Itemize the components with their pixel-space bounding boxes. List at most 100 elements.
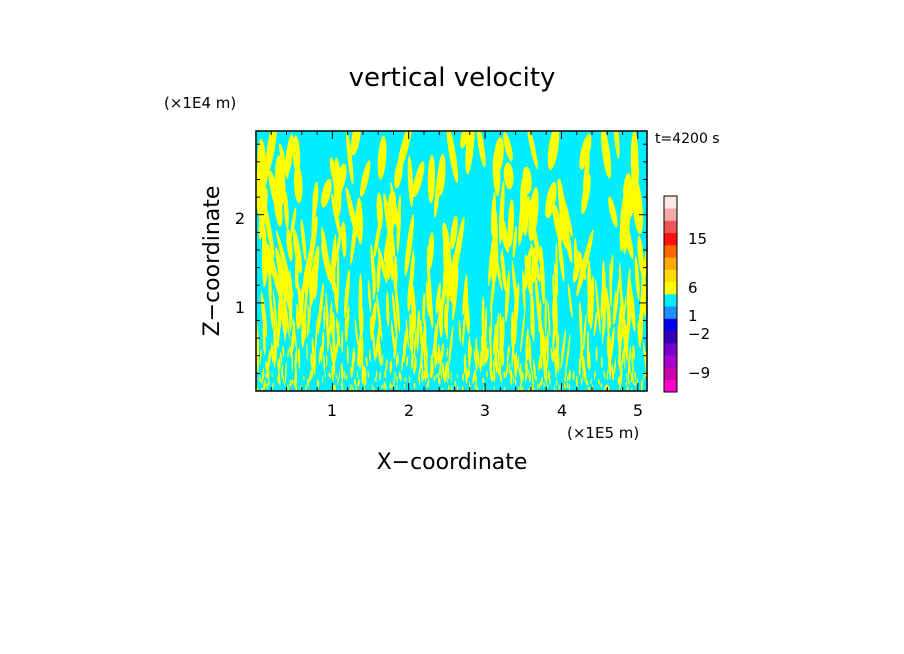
updraft-streak	[404, 377, 407, 382]
updraft-streak	[433, 375, 436, 381]
updraft-streak	[584, 364, 587, 386]
updraft-streak	[605, 286, 611, 329]
updraft-streak	[293, 379, 296, 387]
updraft-streak	[385, 358, 388, 372]
updraft-streak	[396, 384, 398, 391]
updraft-streak	[500, 252, 506, 291]
updraft-streak	[595, 279, 601, 334]
chart-title: vertical velocity	[349, 63, 556, 93]
updraft-streak	[538, 356, 541, 371]
updraft-streak	[446, 131, 459, 183]
updraft-streak	[568, 369, 571, 382]
updraft-streak	[613, 131, 620, 159]
updraft-streak	[540, 326, 543, 355]
updraft-streak	[528, 337, 532, 369]
updraft-streak	[499, 212, 510, 253]
updraft-streak	[608, 196, 618, 228]
colorbar-band	[664, 330, 677, 344]
updraft-streak	[306, 300, 312, 338]
updraft-streak	[454, 380, 457, 387]
updraft-streak	[543, 382, 545, 387]
updraft-streak	[285, 134, 294, 177]
updraft-streak	[286, 228, 293, 262]
updraft-streak	[259, 375, 261, 383]
updraft-streak	[483, 340, 488, 367]
updraft-streak	[438, 377, 441, 383]
updraft-streak	[491, 192, 496, 237]
colorbar-band	[664, 318, 677, 332]
updraft-streak	[503, 131, 513, 162]
updraft-streak	[531, 365, 534, 387]
x-tick-label-5: 5	[633, 401, 643, 420]
updraft-streak	[578, 357, 581, 377]
updraft-streak	[337, 377, 339, 383]
updraft-streak	[360, 160, 371, 198]
updraft-streak	[267, 243, 282, 302]
colorbar-label-minus2: −2	[688, 325, 710, 343]
updraft-streak	[270, 342, 274, 363]
updraft-streak	[443, 370, 447, 383]
updraft-streak	[468, 368, 470, 378]
updraft-streak	[284, 380, 286, 386]
updraft-streak	[324, 373, 326, 378]
updraft-streak	[489, 325, 493, 368]
updraft-streak	[341, 330, 344, 353]
updraft-streak	[630, 131, 639, 191]
updraft-streak	[275, 247, 289, 303]
updraft-streak	[321, 330, 325, 354]
updraft-streak	[332, 384, 335, 391]
updraft-streak	[514, 378, 517, 386]
updraft-streak	[613, 358, 617, 375]
updraft-streak	[317, 380, 320, 387]
updraft-streak	[310, 361, 315, 380]
updraft-streak	[272, 289, 280, 348]
updraft-streak	[558, 383, 560, 391]
updraft-streak	[268, 170, 282, 215]
updraft-streak	[531, 247, 538, 284]
updraft-streak	[308, 375, 312, 382]
updraft-streak	[325, 354, 328, 367]
colorbar-bands	[664, 196, 677, 393]
updraft-streak	[261, 378, 263, 385]
updraft-streak	[611, 364, 614, 381]
updraft-streak	[463, 356, 467, 370]
updraft-streak	[346, 131, 354, 185]
updraft-streak	[426, 383, 428, 389]
updraft-streak	[435, 282, 441, 315]
updraft-streak	[528, 368, 530, 380]
updraft-streak	[259, 349, 262, 365]
updraft-streak	[490, 305, 493, 342]
updraft-streak	[643, 341, 646, 363]
updraft-streak	[600, 356, 603, 368]
updraft-streak	[513, 353, 517, 374]
updraft-streak	[573, 237, 578, 276]
updraft-streak	[383, 382, 385, 389]
updraft-streak	[258, 152, 272, 205]
colorbar-label-1: 1	[688, 307, 698, 325]
updraft-streak	[554, 357, 557, 379]
updraft-streak	[373, 213, 383, 259]
updraft-streak	[357, 330, 362, 367]
updraft-streak	[475, 337, 478, 372]
updraft-streak	[312, 181, 319, 215]
updraft-streak	[321, 178, 332, 208]
updraft-streak	[621, 214, 634, 259]
updraft-streak	[376, 293, 383, 342]
updraft-streak	[261, 387, 264, 391]
colorbar-band	[664, 379, 677, 393]
updraft-streak	[287, 348, 289, 360]
updraft-streak	[602, 312, 606, 337]
updraft-streak	[480, 334, 484, 367]
updraft-streak	[586, 330, 590, 369]
updraft-streak	[377, 135, 387, 180]
updraft-streak	[317, 282, 324, 335]
colorbar-band	[664, 343, 677, 356]
updraft-streak	[628, 360, 631, 376]
y-axis-label: Z−coordinate	[200, 186, 225, 337]
updraft-streak	[503, 371, 505, 378]
updraft-streak	[280, 351, 283, 364]
updraft-streak	[579, 133, 592, 170]
updraft-streak	[590, 378, 592, 385]
updraft-streak	[427, 155, 436, 204]
updraft-streak	[282, 346, 285, 357]
